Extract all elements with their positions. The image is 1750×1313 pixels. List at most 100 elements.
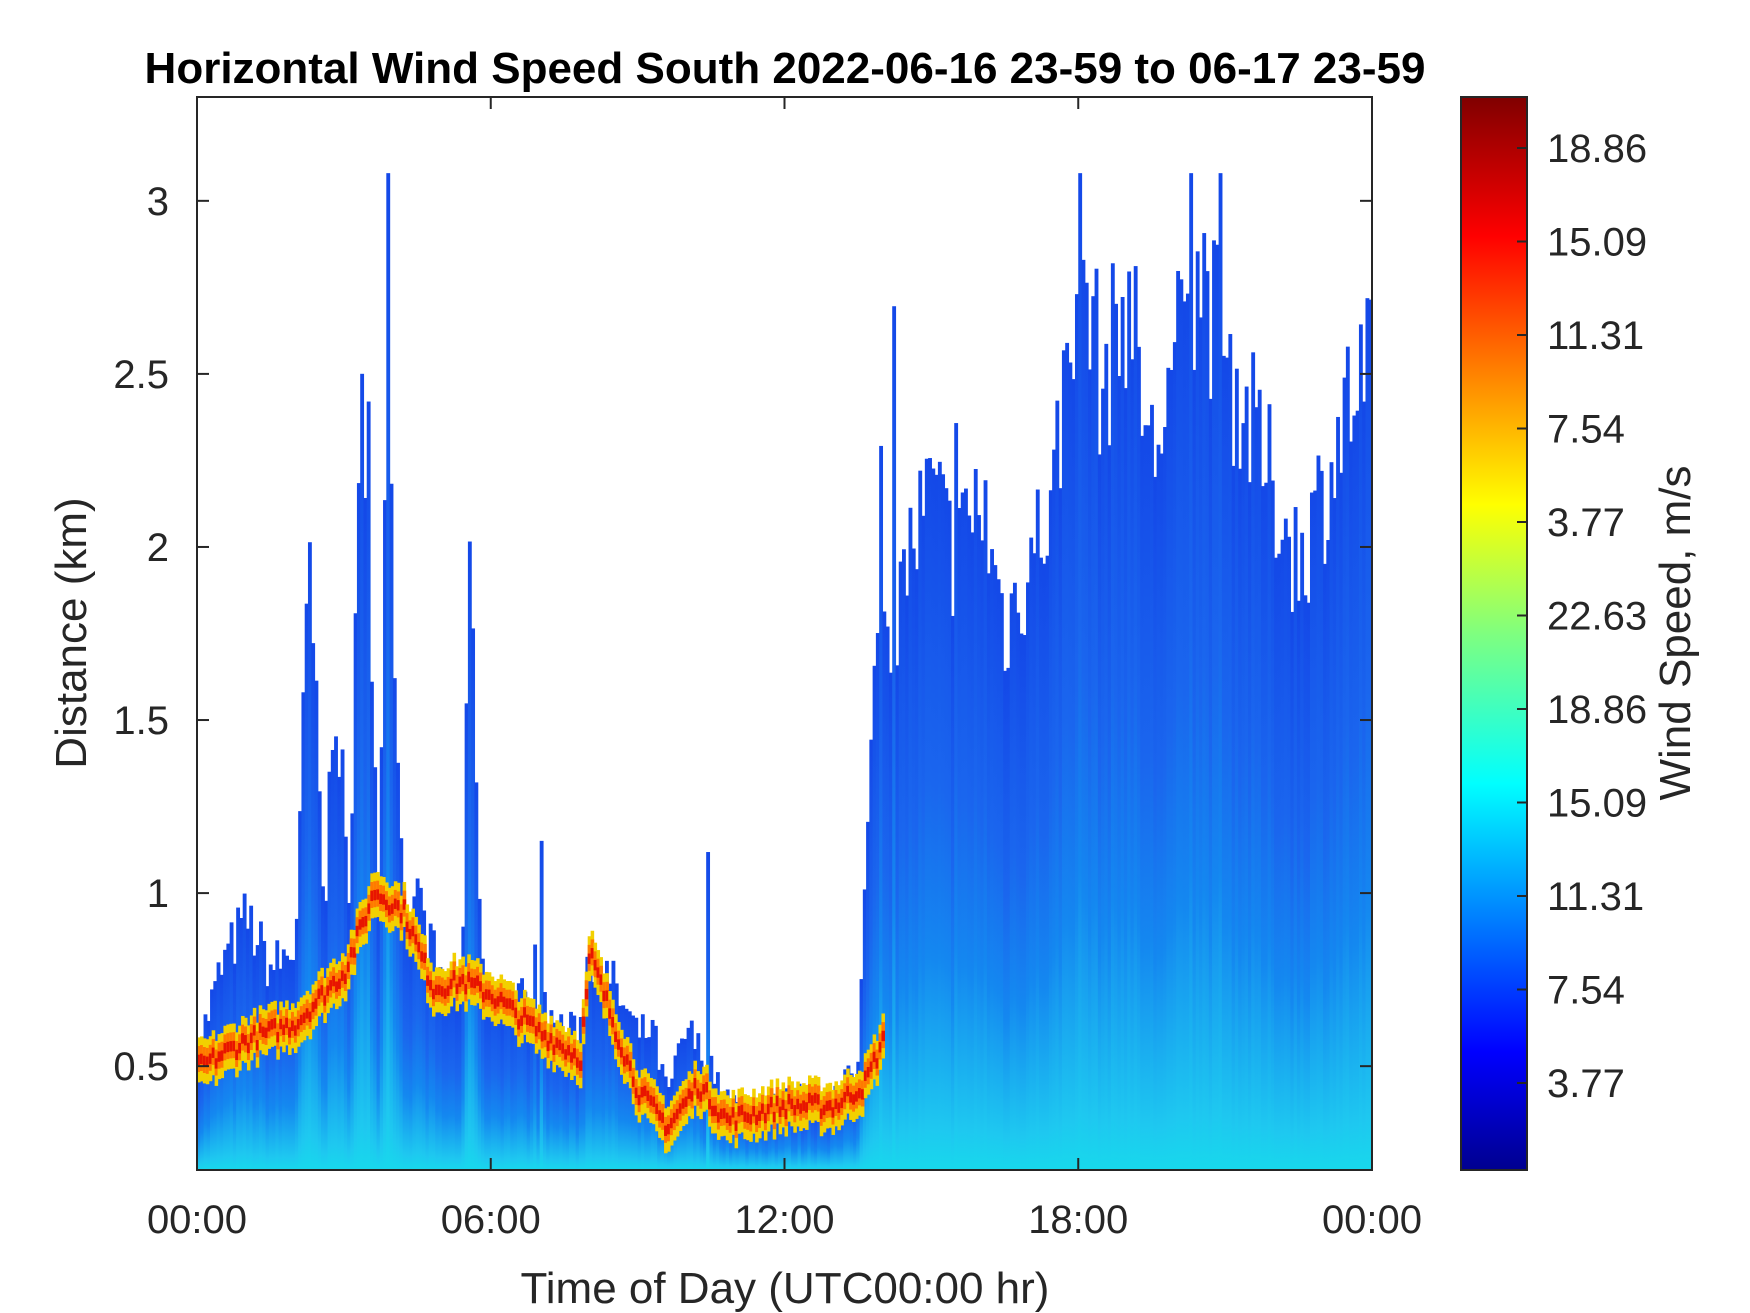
heatmap-cell-column [1205,271,1210,1170]
heatmap-cell-red [655,1103,659,1114]
heatmap-cell-red [761,1103,765,1114]
heatmap-cell-red [520,1015,524,1026]
heatmap-cell-column [1218,173,1223,1170]
heatmap-cell-column [265,986,270,1170]
heatmap-cell-red [652,1096,656,1107]
heatmap-cell-column [471,628,476,1170]
heatmap-cell-red [808,1092,812,1104]
heatmap-cell-red [426,975,430,986]
heatmap-cell-red [205,1056,210,1067]
heatmap-cell-red [561,1043,565,1054]
heatmap-cell-column [934,474,939,1170]
heatmap-cell-red [849,1092,853,1103]
heatmap-cell-red [382,894,386,905]
heatmap-cell-column [608,983,613,1170]
heatmap-cell-column [350,813,355,1170]
heatmap-cell-column [1313,490,1318,1170]
heatmap-cell-column [1270,480,1275,1170]
heatmap-cell-red [499,991,504,1003]
heatmap-cell-column [197,1066,201,1170]
x-axis: 00:00 06:00 12:00 18:00 00:00 [147,97,1422,1242]
heatmap-cell-red [646,1090,650,1102]
heatmap-cell-column [1071,379,1076,1170]
heatmap-cell-column [693,1048,697,1170]
heatmap-cell-column [523,991,528,1170]
heatmap-cell-column [585,956,590,1170]
heatmap-cell-column [598,971,603,1170]
heatmap-cell-column [1045,555,1050,1170]
heatmap-cell-red [370,890,374,902]
heatmap-cell-red [743,1111,747,1122]
heatmap-cell-column [252,955,257,1170]
heatmap-cell-column [1120,297,1125,1170]
heatmap-cell-column [1280,539,1285,1170]
heatmap-cell-column [1088,369,1092,1170]
heatmap-cell-red [288,1027,292,1038]
heatmap-cell-column [1143,425,1148,1170]
heatmap-cell-red [417,941,421,953]
heatmap-cell-red [470,977,474,988]
heatmap-cell-column [869,739,874,1170]
heatmap-cell-column [1094,268,1099,1170]
heatmap-cell-red [526,1014,530,1025]
heatmap-cell-column [807,1086,812,1170]
heatmap-cell-column [490,984,495,1170]
heatmap-cell-column [334,736,338,1170]
heatmap-cell-column [1117,376,1122,1170]
chart-title: Horizontal Wind Speed South 2022-06-16 2… [145,44,1426,93]
heatmap-cell-column [970,532,975,1170]
heatmap-cell-column [356,483,361,1170]
heatmap-cell-column [918,470,923,1170]
heatmap-cell-column [1101,388,1105,1170]
heatmap-cell-red [549,1033,554,1044]
heatmap-cell-red [376,889,380,900]
heatmap-cell-red [396,900,401,911]
heatmap-cell-column [866,821,870,1170]
heatmap-cell-red [749,1114,753,1125]
heatmap-cell-column [536,1027,541,1170]
heatmap-cell-column [1241,423,1246,1170]
heatmap-cell-column [944,488,949,1170]
heatmap-cell-column [588,954,593,1170]
y-tick-label: 1.5 [113,699,169,743]
heatmap-cell-red [452,970,457,981]
heatmap-cell-column [445,992,449,1170]
heatmap-cell-column [1368,299,1372,1170]
heatmap-cell-red [387,905,392,916]
heatmap-cell-column [565,1041,570,1170]
heatmap-cell-column [794,1106,799,1170]
heatmap-cell-column [1267,404,1272,1170]
heatmap-cell-red [543,1029,548,1041]
heatmap-cell-column [722,1102,727,1170]
heatmap-cell-column [1137,346,1141,1170]
heatmap-cell-red [690,1091,695,1102]
heatmap-cell-red [875,1058,880,1069]
heatmap-cell-column [272,969,276,1170]
colorbar-label: Wind Speed, m/s [1651,465,1700,800]
heatmap-cell-red [846,1085,850,1097]
heatmap-cell-column [862,889,867,1170]
heatmap-cell-red [869,1061,874,1072]
heatmap-cell-column [621,1005,626,1170]
heatmap-cell-red [790,1098,794,1110]
heatmap-cell-column [467,541,472,1170]
heatmap-cell-red [564,1049,568,1060]
heatmap-cell-column [1012,582,1017,1170]
heatmap-cell-column [895,665,900,1170]
heatmap-cell-column [1048,490,1053,1170]
heatmap-cell-column [817,1095,822,1170]
heatmap-cell-red [828,1100,833,1111]
heatmap-cell-column [559,1014,564,1170]
heatmap-cell-column [412,896,417,1170]
heatmap-cell-column [516,983,521,1170]
heatmap-cell-red [796,1098,800,1110]
colorbar-tick-label: 7.54 [1547,408,1625,452]
heatmap-cell-red [664,1125,668,1136]
heatmap-cell-column [298,811,303,1170]
heatmap-cell-column [924,458,929,1170]
heatmap-cell-red [731,1107,736,1118]
heatmap-cell-red [611,1017,615,1028]
heatmap-cell-red [361,916,366,928]
heatmap-cell-red [872,1051,877,1063]
heatmap-cell-red [799,1103,803,1114]
